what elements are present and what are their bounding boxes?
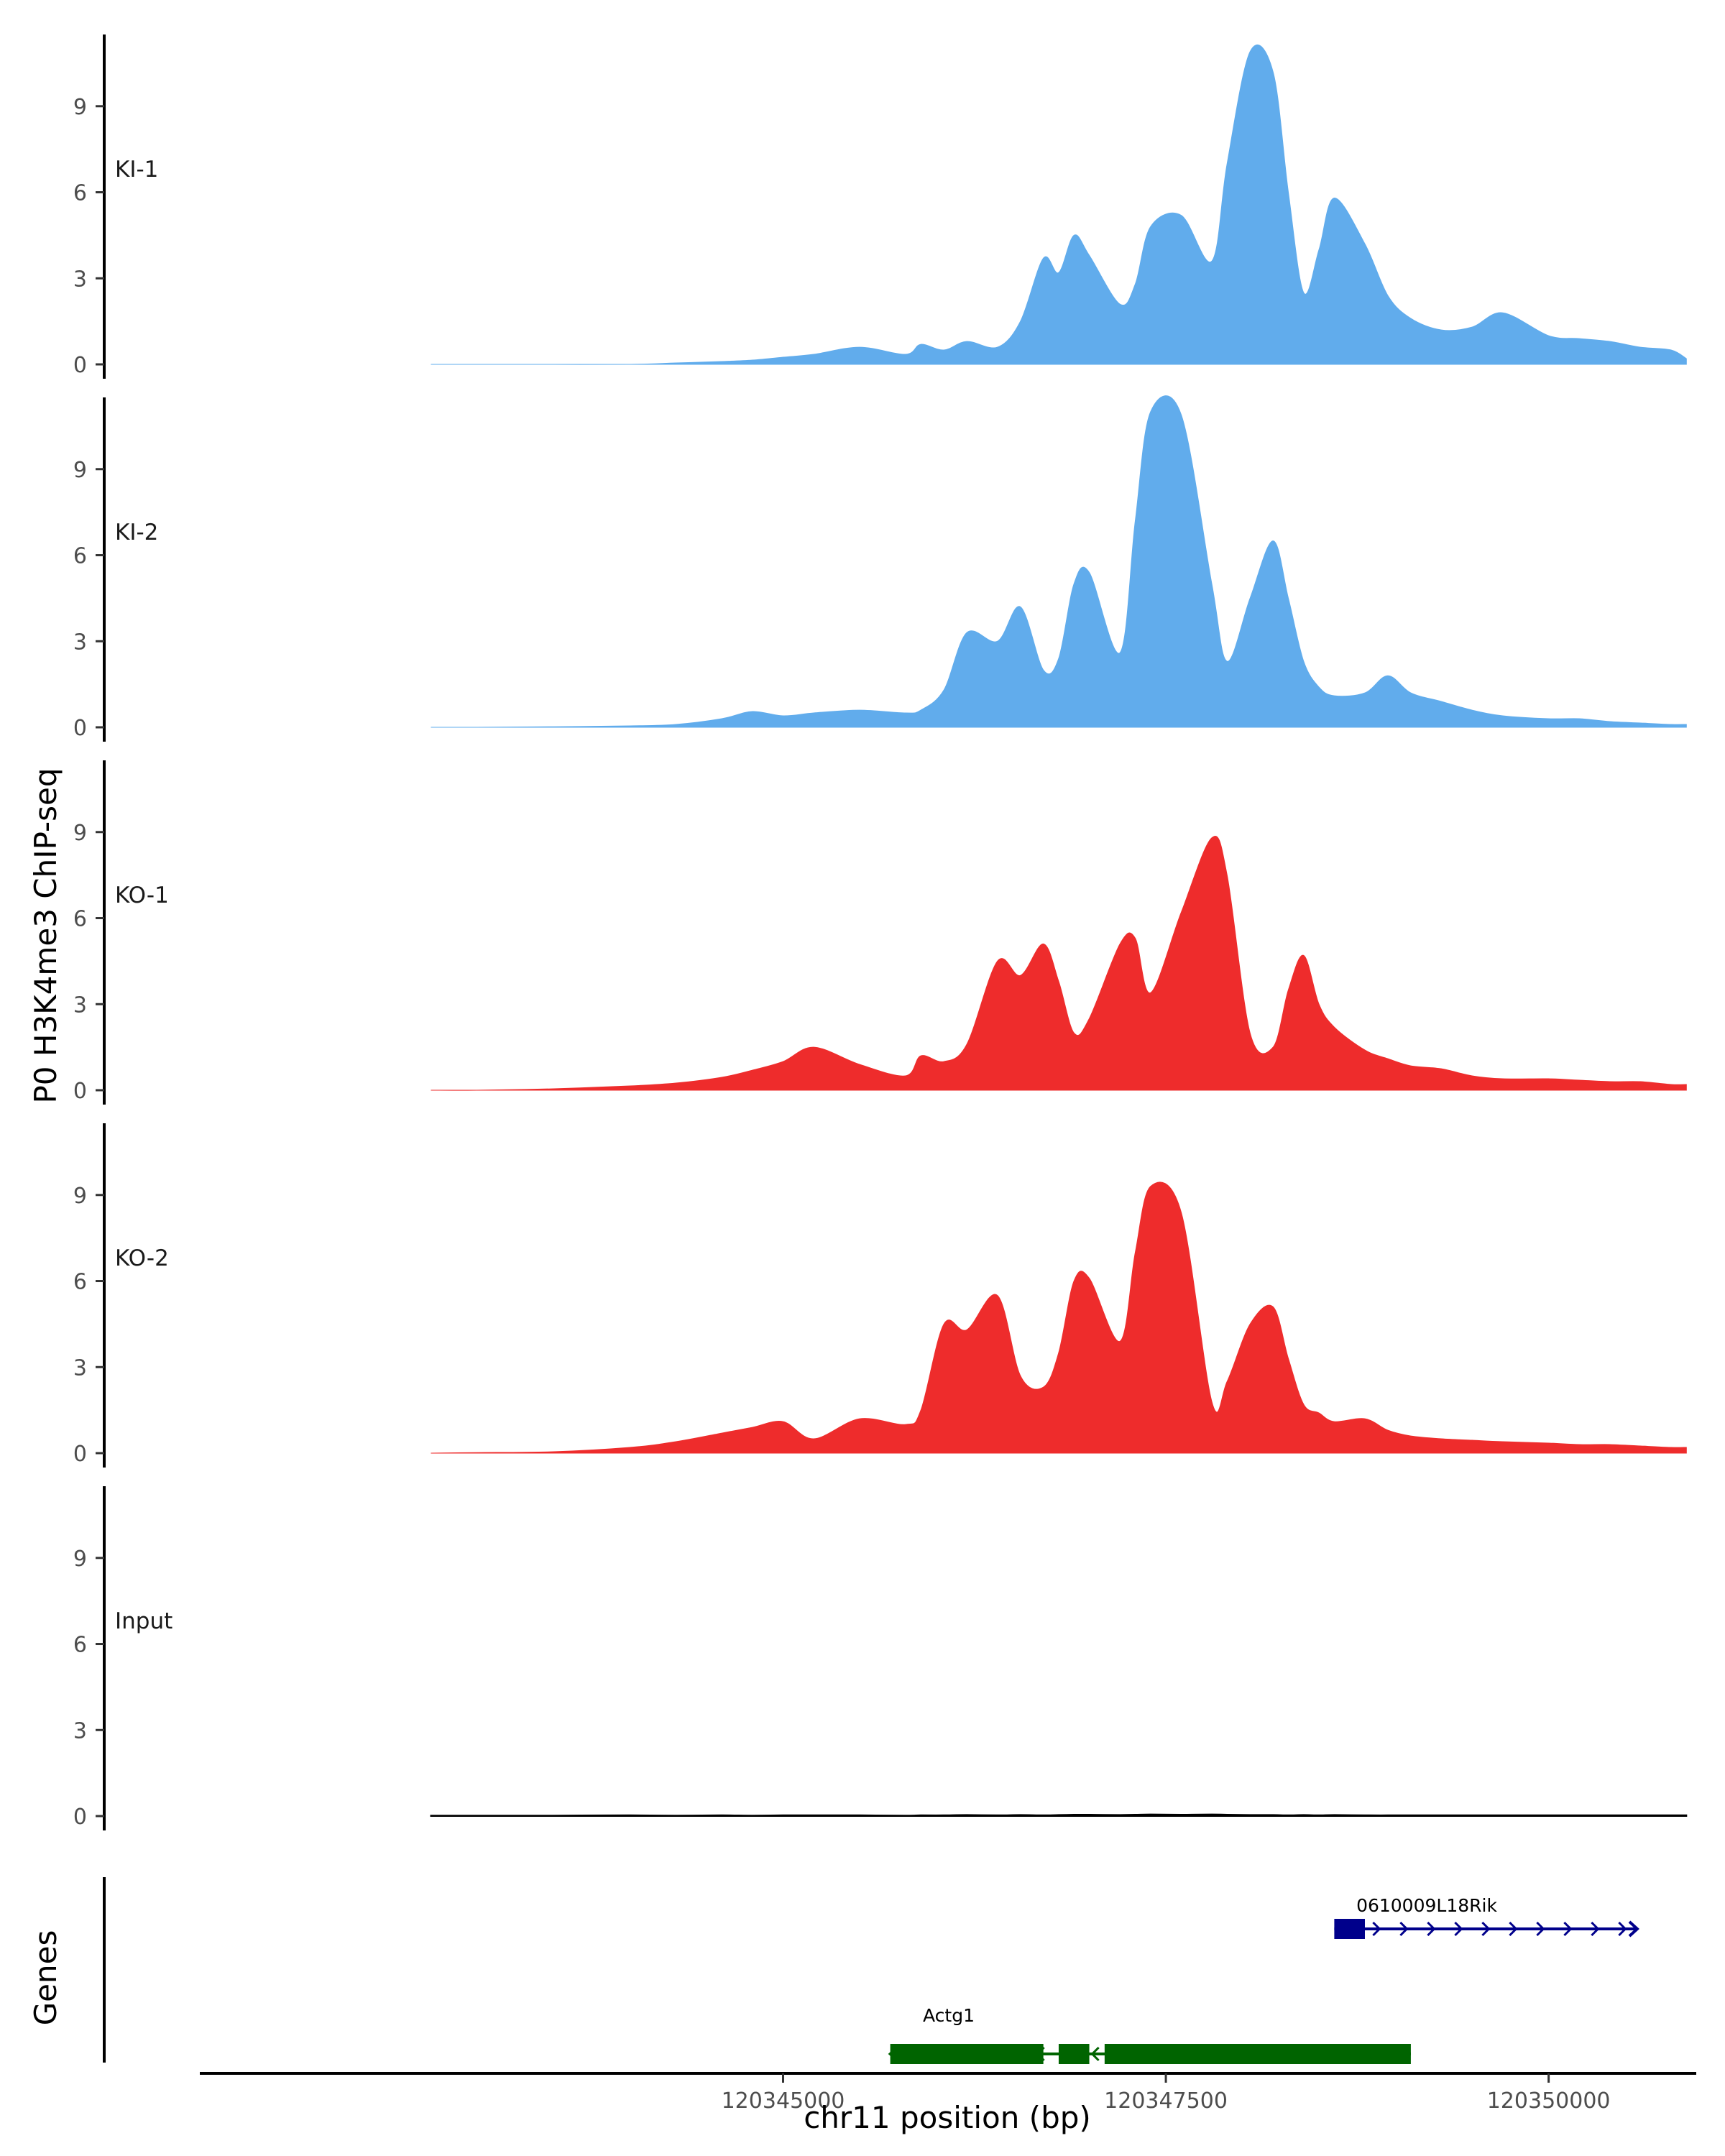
strand-arrow [926,2046,936,2062]
strand-arrow [981,2046,990,2062]
track-ko-2: 0 3 6 9 KO-2 [73,1123,1687,1468]
y-tick-label: 0 [73,1805,87,1830]
strand-arrow [1372,1921,1381,1937]
strand-arrow [1481,1921,1491,1937]
y-tick-label: 6 [73,907,87,932]
strand-arrow-end [1628,1920,1639,1938]
genes-panel: Actg1 0610009L18Rik [103,1877,1639,2064]
track-label: KI-1 [115,157,158,183]
y-tick-label: 9 [73,95,87,120]
y-tick-label: 0 [73,716,87,741]
gene-actg1: Actg1 [888,2005,1411,2064]
strand-arrow [1363,2046,1373,2062]
x-tick-label: 120347500 [1104,2088,1228,2114]
strand-arrow-end [888,2045,899,2063]
track-ko-1: 0 3 6 9 KO-1 [73,760,1687,1105]
strand-arrow [1509,1921,1518,1937]
strand-arrow [899,2046,908,2062]
coverage-area-ki-1 [431,44,1687,365]
x-axis: 120345000 120347500 120350000 [200,2072,1696,2114]
track-label: KO-1 [115,883,169,908]
gene-label: Actg1 [923,2005,975,2026]
y-tick-label: 3 [73,992,87,1018]
y-tick-label: 6 [73,1270,87,1295]
strand-arrow [1399,1921,1409,1937]
track-ki-2: 0 3 6 9 KI-2 [73,395,1687,742]
x-tick-label: 120350000 [1487,2088,1611,2114]
strand-arrow [1200,2046,1209,2062]
strand-arrow [1254,2046,1264,2062]
y-tick-label: 3 [73,267,87,292]
gene-exon [1334,1919,1365,1939]
coverage-area-ko-2 [431,1181,1687,1454]
coverage-area-input [430,1813,1688,1817]
strand-arrow [1618,1921,1627,1937]
y-tick-label: 9 [73,1547,87,1572]
gene-label: 0610009L18Rik [1356,1895,1497,1916]
coverage-area-ki-2 [431,395,1687,728]
y-axis-title: P0 H3K4me3 ChIP-seq [28,768,63,1103]
x-axis-title: chr11 position (bp) [804,2100,1091,2135]
strand-arrow [1118,2046,1127,2062]
y-tick-label: 3 [73,630,87,655]
y-tick-label: 9 [73,1184,87,1209]
strand-arrow [1563,1921,1573,1937]
y-tick-label: 6 [73,544,87,569]
y-tick-label: 9 [73,458,87,483]
strand-arrow [1309,2046,1318,2062]
strand-arrow [1282,2046,1291,2062]
strand-arrow [1063,2046,1072,2062]
x-tick-label: 120345000 [722,2088,845,2114]
strand-arrow [1008,2046,1018,2062]
strand-arrow [1145,2046,1154,2062]
strand-arrow [1591,1921,1600,1937]
track-label: Input [115,1608,172,1634]
strand-arrow [1336,2046,1346,2062]
y-tick-label: 3 [73,1355,87,1381]
y-tick-label: 3 [73,1718,87,1743]
coverage-area-ko-1 [431,836,1687,1091]
gene-exon [890,2044,1044,2064]
strand-arrow [1172,2046,1182,2062]
strand-arrow [1536,1921,1545,1937]
gene-exon [1104,2044,1411,2064]
coverage-tracks: 0 3 6 9 KI-1 0 3 6 9 KI-2 0 3 6 9 KO-1 0 3 6 9 KO-2 0 3 6 9 Inpu… [73,34,1688,1830]
track-input: 0 3 6 9 Input [73,1486,1688,1830]
track-ki-1: 0 3 6 9 KI-1 [73,34,1687,379]
strand-arrow [1391,2046,1400,2062]
strand-arrow [1090,2046,1100,2062]
y-tick-label: 0 [73,1079,87,1104]
genes-axis-title: Genes [28,1930,63,2026]
track-label: KI-2 [115,520,158,545]
strand-arrow [954,2046,963,2062]
y-tick-label: 0 [73,1442,87,1467]
y-tick-label: 6 [73,181,87,206]
track-label: KO-2 [115,1245,169,1271]
strand-arrow [1227,2046,1236,2062]
strand-arrow [1345,1921,1354,1937]
strand-arrow [1454,1921,1463,1937]
y-tick-label: 9 [73,821,87,846]
strand-arrow [1427,1921,1436,1937]
gene-exon [1058,2044,1090,2064]
y-tick-label: 6 [73,1633,87,1658]
y-tick-label: 0 [73,353,87,378]
strand-arrow [1036,2046,1045,2062]
gene-0610009l18rik: 0610009L18Rik [1334,1895,1639,1939]
